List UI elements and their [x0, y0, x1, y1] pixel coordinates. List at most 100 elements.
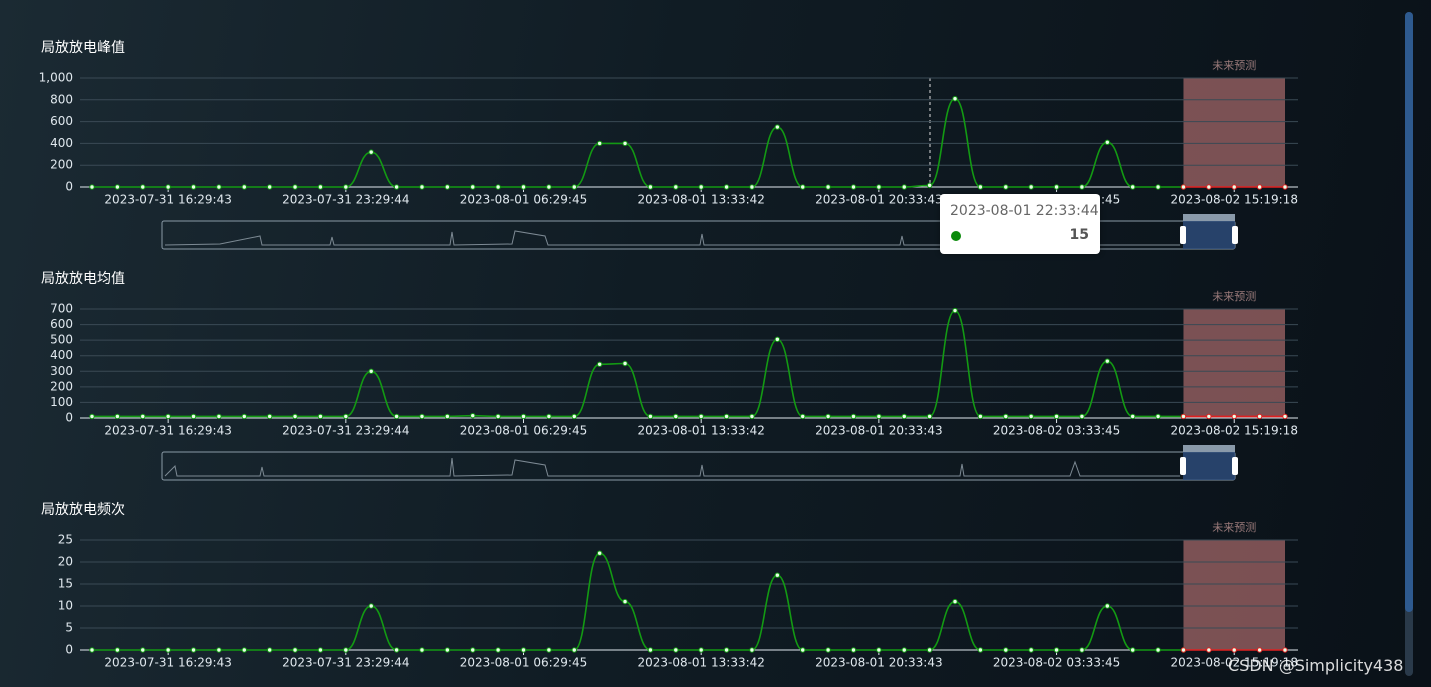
point [317, 647, 324, 653]
zoom-handle[interactable] [1232, 226, 1238, 244]
forecast-label: 未来预测 [1212, 59, 1256, 72]
zoom-window[interactable] [1183, 221, 1235, 249]
y-tick-label: 300 [50, 364, 73, 378]
point [698, 413, 704, 420]
y-tick-label: 600 [50, 317, 73, 331]
x-tick-label: 2023-08-02 15:19:18 [1171, 656, 1298, 670]
point [114, 413, 121, 420]
point [317, 184, 324, 190]
point [1053, 184, 1060, 190]
point [1231, 647, 1237, 653]
point [952, 307, 958, 314]
point [1028, 413, 1034, 420]
point [1231, 184, 1237, 190]
point [419, 413, 425, 420]
chart-title: 局放放电均值 [41, 271, 125, 287]
zoom-preview [164, 230, 1180, 246]
x-tick-label: 2023-08-01 13:33:42 [637, 656, 764, 670]
point [266, 413, 273, 420]
x-tick-label: 2023-08-02 03:33:45 [993, 656, 1120, 670]
zoom-handle-bar[interactable] [1183, 445, 1235, 452]
point [622, 140, 628, 147]
point [343, 647, 349, 653]
zoom-handle[interactable] [1232, 457, 1238, 475]
point [952, 96, 958, 102]
y-tick-label: 15 [58, 577, 73, 591]
y-tick-label: 0 [65, 643, 73, 657]
point [1256, 413, 1263, 420]
point [647, 413, 654, 420]
tooltip-value: 15 [1069, 227, 1089, 243]
x-tick-label: 2023-07-31 16:29:43 [104, 193, 231, 207]
point [876, 647, 882, 653]
point [1130, 184, 1136, 190]
point [1206, 184, 1212, 190]
zoom-window[interactable] [1183, 452, 1235, 480]
point [673, 413, 679, 420]
y-tick-label: 20 [58, 555, 73, 569]
point [825, 184, 831, 190]
data-zoom[interactable] [161, 214, 1238, 250]
point [444, 413, 451, 420]
point [1053, 647, 1060, 653]
y-tick-label: 700 [50, 302, 73, 316]
tooltip: 2023-08-01 22:33:44 15 [940, 194, 1100, 254]
data-zoom[interactable] [161, 445, 1238, 481]
y-tick-label: 0 [65, 180, 73, 194]
point [926, 413, 933, 420]
point [571, 413, 577, 420]
y-tick-label: 600 [50, 114, 73, 128]
point [1130, 647, 1136, 653]
point [749, 413, 755, 420]
point [774, 572, 781, 578]
point [926, 182, 933, 189]
point [850, 184, 857, 190]
point [876, 184, 882, 190]
point [1079, 413, 1085, 420]
point [647, 647, 654, 653]
scrollbar-thumb[interactable] [1405, 12, 1413, 612]
point [444, 647, 451, 653]
tooltip-marker [951, 231, 961, 241]
y-tick-label: 100 [50, 395, 73, 409]
point [520, 184, 527, 190]
point [140, 184, 146, 190]
point [1180, 647, 1187, 653]
point [850, 647, 857, 653]
point [1206, 647, 1212, 653]
point [1104, 139, 1111, 146]
point [800, 647, 806, 653]
x-tick-label: 2023-07-31 16:29:43 [104, 424, 231, 438]
x-tick-label: 2023-08-01 20:33:43 [815, 424, 942, 438]
point [825, 647, 831, 653]
watermark: CSDN @Simplicity438 [1228, 656, 1404, 675]
point [470, 184, 476, 190]
zoom-handle[interactable] [1180, 457, 1186, 475]
y-tick-label: 1,000 [39, 71, 73, 85]
x-tick-label: 2023-08-02 03:33:45 [993, 424, 1120, 438]
x-tick-label: 2023-08-02 15:19:18 [1171, 424, 1298, 438]
point [749, 184, 755, 190]
point [216, 647, 222, 653]
point [241, 413, 247, 420]
zoom-handle[interactable] [1180, 226, 1186, 244]
point [1155, 647, 1161, 653]
point [571, 647, 577, 653]
point [546, 413, 552, 420]
point [114, 184, 121, 190]
point [673, 647, 679, 653]
point [977, 647, 984, 653]
point [216, 184, 222, 190]
point [622, 598, 628, 605]
line [92, 309, 1184, 418]
point [190, 647, 197, 653]
point [977, 184, 984, 190]
zoom-handle-bar[interactable] [1183, 214, 1235, 221]
point [1003, 184, 1009, 190]
point [1282, 647, 1288, 653]
point [343, 184, 349, 190]
x-tick-label: 2023-07-31 23:29:44 [282, 656, 409, 670]
point [520, 413, 527, 420]
forecast-label: 未来预测 [1212, 290, 1256, 303]
